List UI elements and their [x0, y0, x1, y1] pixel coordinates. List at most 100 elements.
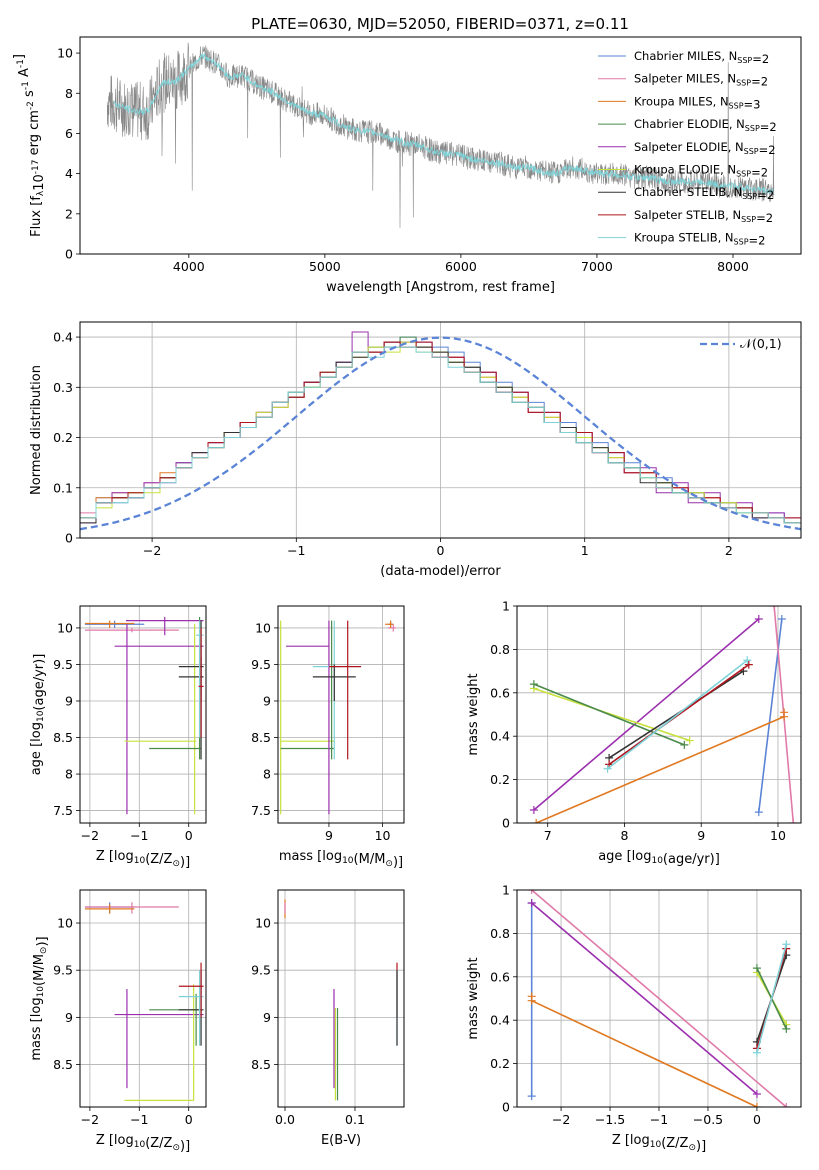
weight-marker	[752, 1103, 761, 1107]
age-vs-Z-ytick-label: 8.5	[53, 730, 73, 745]
weight-vs-Z-plot-area	[527, 890, 791, 1107]
legend-label: Kroupa STELIB, NSSP=2	[634, 231, 765, 248]
age-vs-mass-plot-area	[280, 620, 396, 815]
weight-marker	[789, 819, 798, 823]
spectrum-ytick-label: 0	[65, 247, 73, 262]
residuals-xtick-label: 2	[725, 543, 733, 558]
weight-vs-Z-ytick-label: 0.8	[490, 926, 510, 941]
weight-vs-Z-ylabel: mass weight	[466, 957, 481, 1039]
axes-frame	[277, 605, 405, 824]
weight-vs-age-ytick-label: 1	[502, 599, 510, 614]
weight-marker	[780, 708, 789, 717]
weight-marker	[777, 615, 786, 624]
age-vs-mass-ytick-label: 9	[263, 693, 271, 708]
residuals-ytick-label: 0	[65, 531, 73, 546]
weight-vs-Z-ytick-label: 0.4	[490, 1013, 510, 1028]
weight-line	[533, 687, 690, 742]
weight-vs-age-ytick-label: 0	[502, 816, 510, 831]
weight-line	[608, 663, 750, 766]
weight-vs-Z-xtick-label: −1	[650, 1112, 668, 1127]
weight-marker	[752, 1089, 761, 1098]
age-vs-mass-ytick-label: 10	[255, 620, 271, 635]
weight-line	[531, 902, 758, 1095]
model-spectrum	[113, 52, 774, 195]
axes-frame	[79, 605, 207, 824]
weight-marker	[752, 1048, 761, 1057]
weight-vs-Z-axes: −2 −1.5 −1 −0.5 0 0 0.2 0.4 0.6 0.8 1 Z [log10(Z/Z⊙…	[466, 883, 802, 1154]
weight-marker	[527, 992, 536, 1001]
weight-vs-age-ytick-label: 0.6	[490, 685, 510, 700]
weight-vs-age-xtick-label: 7	[544, 828, 552, 843]
weight-marker	[680, 740, 689, 749]
residuals-ytick-label: 0.4	[53, 330, 73, 345]
weight-marker	[527, 899, 536, 908]
age-vs-Z-xtick-label: −1	[130, 828, 148, 843]
legend-label: Salpeter ELODIE, NSSP=2	[634, 140, 776, 157]
spectrum-xtick-label: 7000	[581, 259, 613, 274]
axes-frame	[79, 889, 207, 1108]
weight-marker	[529, 680, 538, 689]
age-vs-mass-axes: 9 10 7.5 8 8.5 9 9.5 10 mass [log10(M/M⊙)]	[251, 605, 405, 870]
legend-label: Salpeter MILES, NSSP=2	[634, 72, 768, 89]
axes-frame	[79, 36, 802, 255]
weight-line	[533, 618, 760, 811]
spectrum-ytick-label: 8	[65, 86, 73, 101]
weight-line	[535, 715, 785, 823]
weight-marker	[529, 805, 538, 814]
weight-vs-Z-ytick-label: 0.2	[490, 1056, 510, 1071]
weight-vs-age-ytick-label: 0.8	[490, 642, 510, 657]
spectrum-ytick-label: 6	[65, 126, 73, 141]
weight-vs-Z-ytick-label: 0.6	[490, 969, 510, 984]
legend-label: Chabrier MILES, NSSP=2	[634, 49, 769, 66]
weight-vs-age-xtick-label: 9	[697, 828, 705, 843]
residuals-xtick-label: −1	[287, 543, 305, 558]
weight-marker	[782, 940, 791, 949]
mass-vs-EBV-plot-area	[284, 899, 398, 1101]
weight-marker	[743, 656, 752, 665]
spectrum-ytick-label: 4	[65, 166, 73, 181]
residuals-xtick-label: 1	[581, 543, 589, 558]
residuals-ytick-label: 0.1	[53, 480, 73, 495]
legend-label: Chabrier STELIB, NSSP=2	[634, 185, 774, 202]
age-vs-Z-plot-area	[84, 616, 204, 815]
mass-vs-Z-xlabel: Z [log10(Z/Z⊙)]	[96, 1133, 190, 1154]
axes-frame	[79, 321, 802, 539]
weight-vs-Z-xtick-label: −2	[552, 1112, 570, 1127]
weight-vs-age-plot-area	[529, 606, 798, 823]
weight-marker	[685, 736, 694, 745]
spectrum-xtick-label: 4000	[173, 259, 205, 274]
age-vs-Z-ylabel: age [log10(age/yr)]	[29, 654, 47, 776]
residuals-ytick-label: 0.2	[53, 430, 73, 445]
mass-vs-EBV-xlabel: E(B-V)	[321, 1133, 361, 1148]
age-vs-mass-ytick-label: 7.5	[251, 803, 271, 818]
mass-vs-EBV-ytick-label: 8.5	[251, 1057, 271, 1072]
age-vs-Z-axes: −2 −1 0 7.5 8 8.5 9 9.5 10 Z [log10(Z/Z⊙)] age [lo…	[29, 605, 207, 870]
residuals-ylabel: Normed distribution	[29, 365, 44, 495]
mass-vs-Z-ylabel: mass [log10(M/M⊙)]	[29, 936, 50, 1060]
spectrum-xtick-label: 6000	[445, 259, 477, 274]
mass-vs-EBV-ytick-label: 10	[255, 916, 271, 931]
age-vs-mass-ytick-label: 9.5	[251, 657, 271, 672]
weight-marker	[754, 615, 763, 624]
weight-vs-age-xtick-label: 10	[770, 828, 786, 843]
weight-marker	[603, 764, 612, 773]
weight-vs-Z-ytick-label: 1	[502, 883, 510, 898]
weight-vs-age-xlabel: age [log10(age/yr)]	[598, 849, 720, 867]
weight-vs-Z-xtick-label: 0	[753, 1112, 761, 1127]
age-vs-mass-xtick-label: 9	[325, 828, 333, 843]
observed-spectrum	[106, 42, 775, 228]
weight-marker	[744, 660, 753, 669]
spectrum-xtick-label: 5000	[309, 259, 341, 274]
legend-label: Salpeter STELIB, NSSP=2	[634, 208, 773, 225]
mass-vs-Z-ytick-label: 10	[57, 916, 73, 931]
spectrum-ytick-label: 2	[65, 206, 73, 221]
residuals-ytick-label: 0.3	[53, 380, 73, 395]
weight-line	[533, 683, 685, 746]
mass-vs-EBV-ytick-label: 9.5	[251, 963, 271, 978]
weight-marker	[754, 808, 763, 817]
age-vs-mass-ytick-label: 8.5	[251, 730, 271, 745]
axes-frame	[516, 889, 802, 1108]
age-vs-mass-ytick-label: 8	[263, 767, 271, 782]
